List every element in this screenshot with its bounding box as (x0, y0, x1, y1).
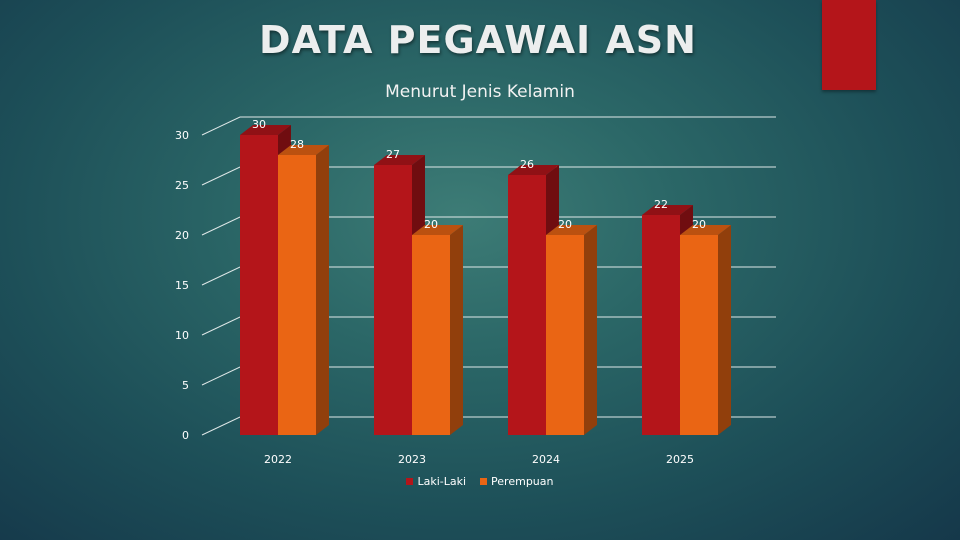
data-label: 20 (558, 218, 572, 231)
accent-block (822, 0, 876, 90)
data-label: 26 (520, 158, 534, 171)
legend-label-laki: Laki-Laki (417, 475, 467, 488)
y-tick-label: 5 (182, 379, 189, 392)
gridline (201, 116, 776, 136)
data-label: 27 (386, 148, 400, 161)
x-tick-label: 2024 (532, 453, 560, 466)
bar-perempuan-2022 (278, 155, 316, 435)
bar-side-perempuan-2022 (316, 145, 329, 435)
bar-perempuan-2024 (546, 235, 584, 435)
bar-laki-2024 (508, 175, 546, 435)
x-tick-label: 2025 (666, 453, 694, 466)
data-label: 20 (424, 218, 438, 231)
y-tick-label: 25 (175, 179, 189, 192)
bar-perempuan-2023 (412, 235, 450, 435)
chart-legend: Laki-Laki Perempuan (0, 475, 960, 488)
data-label: 28 (290, 138, 304, 151)
bar-laki-2025 (642, 215, 680, 435)
chart-title: Menurut Jenis Kelamin (385, 82, 575, 102)
bar-top-perempuan-2025 (680, 225, 731, 235)
x-tick-label: 2023 (398, 453, 426, 466)
data-label: 30 (252, 118, 266, 131)
bar-top-laki-2023 (374, 155, 425, 165)
bar-laki-2022 (240, 135, 278, 435)
legend-label-perempuan: Perempuan (491, 475, 554, 488)
bar-side-perempuan-2024 (584, 225, 597, 435)
bar-top-laki-2024 (508, 165, 559, 175)
bar-perempuan-2025 (680, 235, 718, 435)
data-label: 20 (692, 218, 706, 231)
y-tick-label: 0 (182, 429, 189, 442)
bar-top-laki-2022 (240, 125, 291, 135)
bar-side-perempuan-2023 (450, 225, 463, 435)
data-label: 22 (654, 198, 668, 211)
y-tick-label: 15 (175, 279, 189, 292)
legend-swatch-perempuan (480, 478, 488, 485)
y-tick-label: 30 (175, 129, 189, 142)
legend-swatch-laki (406, 478, 414, 485)
legend-item-perempuan: Perempuan (480, 475, 554, 488)
bar-top-perempuan-2024 (546, 225, 597, 235)
bar-side-perempuan-2025 (718, 225, 731, 435)
x-tick-label: 2022 (264, 453, 292, 466)
bar-laki-2023 (374, 165, 412, 435)
bar-top-perempuan-2023 (412, 225, 463, 235)
bar-top-laki-2025 (642, 205, 693, 215)
legend-item-laki: Laki-Laki (406, 475, 466, 488)
bar-top-perempuan-2022 (278, 145, 329, 155)
y-tick-label: 10 (175, 329, 189, 342)
slide-title: DATA PEGAWAI ASN (259, 18, 697, 62)
y-tick-label: 20 (175, 229, 189, 242)
